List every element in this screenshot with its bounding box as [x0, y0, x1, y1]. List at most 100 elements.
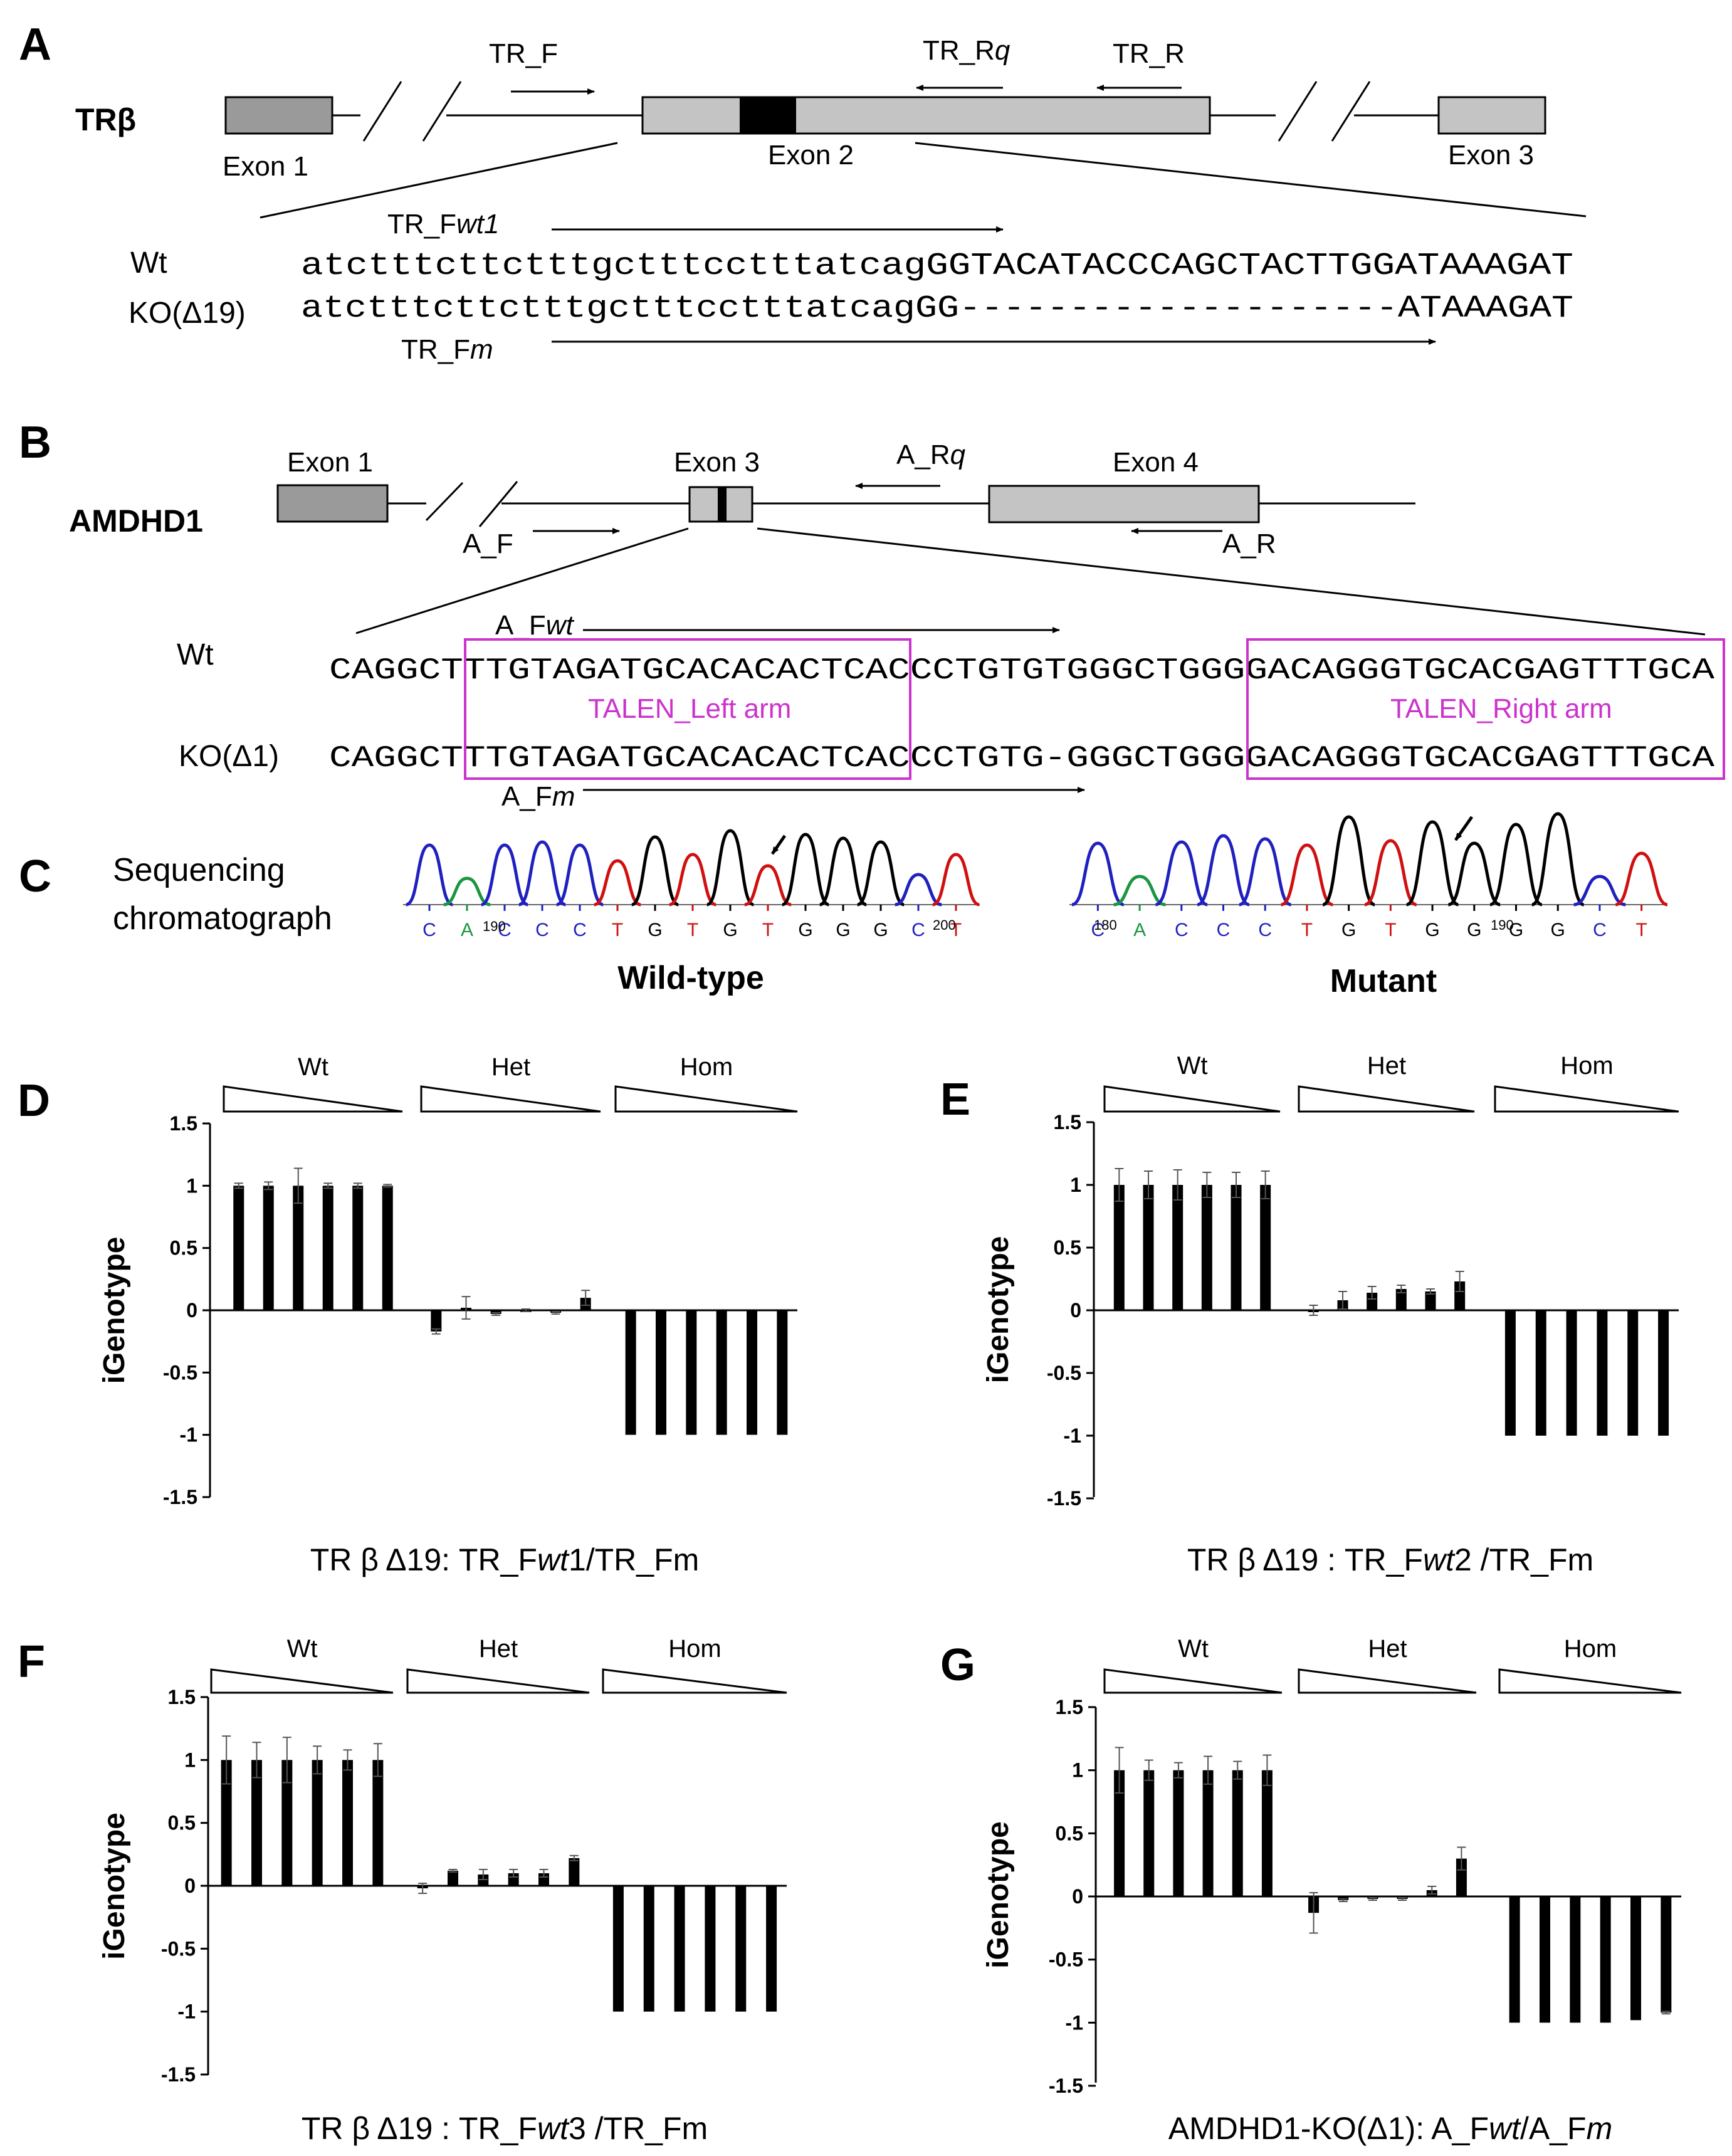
bar-d — [322, 1186, 333, 1310]
panel-label-b: B — [19, 418, 51, 468]
wt-chromat-base-call: G — [873, 920, 888, 940]
amdhd1-wt-label: Wt — [177, 638, 214, 671]
amdhd1-break-mark — [425, 481, 464, 522]
bar-g — [1600, 1896, 1611, 2023]
mut-chromat-peak — [1322, 815, 1375, 907]
dilution-wedge-het-f — [406, 1668, 590, 1694]
gene-label-amdhd1: AMDHD1 — [69, 503, 203, 539]
bar-d — [656, 1310, 666, 1435]
trb-exon3-box — [1437, 96, 1546, 135]
y-axis-label-g: iGenotype — [982, 1821, 1015, 1969]
y-tick-label-g: 1 — [1072, 1759, 1083, 1782]
bar-f — [612, 1886, 624, 2012]
amdhd1-ko-sequence: CAGGCTTTGTAGATGCACACACTCACCCTGTG-GGGCTGG… — [329, 742, 1714, 776]
bar-f — [281, 1760, 293, 1886]
amdhd1-zoom-line — [355, 527, 689, 634]
bar-g — [1114, 1770, 1125, 1896]
panel-label-f: F — [18, 1637, 45, 1687]
y-axis-label-d: iGenotype — [98, 1237, 131, 1384]
bar-g — [1261, 1770, 1273, 1896]
bar-g — [1570, 1896, 1581, 2023]
chart-panel-e: 1.5 1 0.5 0 -0.5 -1 -1.5 iGenotype Wt Het Hom TR β … — [982, 1052, 1679, 1577]
wt-chromat-base-call: T — [687, 920, 698, 940]
bar-g — [1202, 1770, 1214, 1896]
trb-break-mark — [1331, 81, 1371, 142]
y-tick-label-f: 0.5 — [168, 1812, 196, 1834]
mut-chromat-peak — [1071, 841, 1125, 907]
wt-chromat-base-call: C — [911, 920, 925, 940]
chart-caption-f: TR β Δ19 : TR_Fwt3 /TR_Fm — [302, 2111, 708, 2146]
dilution-wedge-het-e — [1298, 1085, 1475, 1113]
wt-caption: Wild-type — [617, 960, 764, 996]
trb-exon1-label: Exon 1 — [223, 151, 308, 182]
gene-label-trb: TRβ — [75, 102, 136, 137]
y-tick-label-e: -0.5 — [1047, 1362, 1081, 1384]
wt-chromat-peak — [744, 864, 792, 907]
mut-chromat-base-call: C — [1593, 920, 1607, 940]
mut-chromat-base-call: T — [1635, 920, 1647, 940]
amdhd1-ko-label: KO(Δ1) — [179, 740, 279, 773]
y-tick-label-d: 0.5 — [170, 1237, 197, 1259]
y-tick-label-f: -0.5 — [161, 1937, 196, 1960]
mut-position-190: 190 — [1491, 917, 1514, 933]
bar-e — [1113, 1185, 1125, 1310]
bar-f — [705, 1886, 716, 2012]
y-tick-label-f: 1 — [184, 1748, 196, 1771]
talen-right-box — [1246, 638, 1725, 780]
group-label-het-e: Het — [1367, 1052, 1406, 1080]
mut-chromat-base-call: G — [1425, 920, 1439, 940]
panel-label-c: C — [19, 851, 51, 902]
wt-chromat-base-call: G — [836, 920, 850, 940]
mutant-caption: Mutant — [1330, 963, 1437, 999]
wt-chromat-base-call: T — [950, 920, 962, 940]
bar-g — [1456, 1858, 1467, 1896]
group-label-het-f: Het — [479, 1635, 518, 1663]
talen-left-label: TALEN_Left arm — [588, 693, 791, 724]
bar-e — [1367, 1293, 1378, 1310]
wt-position-190: 190 — [483, 918, 506, 934]
chart-caption-d: TR β Δ19: TR_Fwt1/TR_Fm — [310, 1542, 700, 1577]
wt-chromat-peak — [518, 840, 567, 907]
bar-d — [625, 1310, 636, 1435]
group-label-hom-d: Hom — [680, 1053, 733, 1081]
bar-g — [1661, 1896, 1672, 2013]
wt-chromat-peak — [819, 836, 868, 907]
chart-caption-e: TR β Δ19 : TR_Fwt2 /TR_Fm — [1187, 1542, 1593, 1577]
y-tick-label-d: 0 — [186, 1299, 197, 1322]
y-tick-label-f: -1 — [178, 2001, 196, 2023]
trb-break-mark — [422, 81, 462, 142]
amdhd1-exon3-label: Exon 3 — [674, 447, 760, 478]
y-tick-label-d: -1.5 — [163, 1486, 197, 1508]
wt-chromat-peak — [895, 873, 942, 907]
wt-chromat-base-call: C — [573, 920, 587, 940]
wt-chromat-base-call: T — [612, 920, 623, 940]
dilution-wedge-hom-d — [614, 1085, 798, 1113]
mut-chromat-peak — [1239, 837, 1292, 907]
trb-break-mark — [1278, 81, 1318, 142]
bar-e — [1260, 1185, 1271, 1310]
bar-d — [431, 1310, 442, 1332]
panel-b: B AMDHD1 Exon 1 Exon 3 Exon 4 A_Rq A_F A… — [19, 418, 1725, 812]
bar-g — [1509, 1896, 1520, 2023]
bar-g — [1540, 1896, 1550, 2023]
bar-e — [1425, 1291, 1436, 1310]
trb-exon2-box — [641, 96, 1211, 135]
dilution-wedge-hom-g — [1498, 1668, 1682, 1694]
trb-wt-label: Wt — [130, 246, 167, 280]
y-tick-label-e: 1 — [1070, 1174, 1081, 1196]
wt-chromat-peak — [631, 835, 680, 907]
y-tick-label-f: -1.5 — [161, 2063, 196, 2086]
dilution-wedge-wt-f — [210, 1668, 394, 1694]
dilution-wedge-het-d — [420, 1085, 601, 1113]
bar-e — [1172, 1185, 1184, 1310]
mut-chromat-peak — [1197, 834, 1250, 907]
bar-d — [352, 1186, 364, 1310]
y-tick-label-g: -1 — [1066, 2011, 1083, 2034]
wt-position-200: 200 — [933, 917, 956, 933]
wt-chromat-base-call: C — [423, 920, 436, 940]
trb-exon1-box — [224, 96, 333, 135]
bar-e — [1597, 1310, 1608, 1436]
chart-panel-d: 1.5 1 0.5 0 -0.5 -1 -1.5 iGenotype Wt Het Hom TR β … — [98, 1053, 798, 1577]
group-label-hom-g: Hom — [1564, 1635, 1617, 1663]
panel-label-e: E — [940, 1075, 970, 1125]
